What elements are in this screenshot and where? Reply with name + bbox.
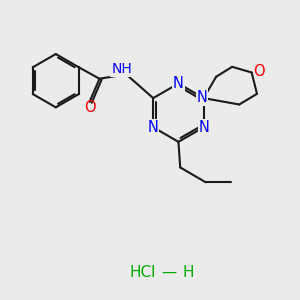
Text: O: O (84, 100, 95, 115)
Text: HCl: HCl (130, 265, 156, 280)
Text: NH: NH (111, 62, 132, 76)
Text: N: N (196, 90, 207, 105)
Text: —: — (161, 265, 176, 280)
Text: O: O (253, 64, 265, 79)
Text: N: N (173, 76, 184, 91)
Text: N: N (198, 120, 209, 135)
Text: H: H (183, 265, 194, 280)
Text: N: N (148, 120, 159, 135)
